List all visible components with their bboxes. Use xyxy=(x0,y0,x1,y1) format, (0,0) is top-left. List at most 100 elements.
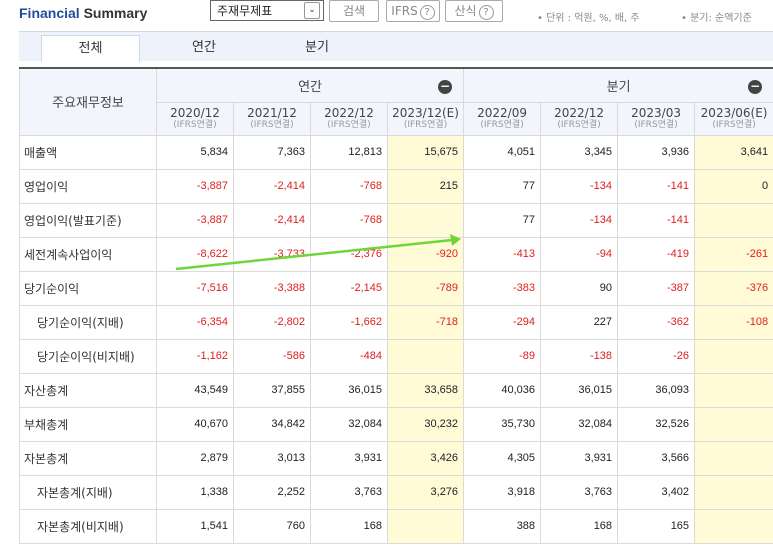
value-cell: 32,084 xyxy=(310,406,388,442)
table-row: 당기순이익(비지배) -1,162 -586 -484 -89 -138 -26 xyxy=(19,338,773,374)
period-header: 2023/06(E) (IFRS연결) xyxy=(694,101,773,136)
value-cell: -1,662 xyxy=(310,304,388,340)
value-cell xyxy=(694,202,773,238)
value-cell xyxy=(694,508,773,544)
table-row: 자산총계 43,549 37,855 36,015 33,658 40,036 36,015… xyxy=(19,372,773,408)
value-cell: 388 xyxy=(463,508,542,544)
period-label: 2022/12 xyxy=(554,106,604,120)
value-cell: -484 xyxy=(310,338,388,374)
value-cell: 3,013 xyxy=(233,440,311,476)
row-label[interactable]: 당기순이익 xyxy=(19,270,157,306)
row-label[interactable]: 자산총계 xyxy=(19,372,157,408)
value-cell: -362 xyxy=(617,304,696,340)
row-label[interactable]: 자본총계 xyxy=(19,440,157,476)
value-cell: -138 xyxy=(540,338,619,374)
period-tabs: 전체 연간 분기 xyxy=(19,31,773,62)
ifrs-button[interactable]: IFRS? xyxy=(386,0,440,22)
value-cell: -383 xyxy=(463,270,542,306)
value-cell: 1,338 xyxy=(156,474,234,510)
basis-label: (IFRS연결) xyxy=(173,120,217,130)
table-row: 영업이익(발표기준) -3,887 -2,414 -768 77 -134 -141 xyxy=(19,202,773,238)
value-cell: -2,376 xyxy=(310,236,388,272)
annual-group-header: 연간 − xyxy=(155,67,465,103)
quarter-group-label: 분기 xyxy=(606,79,631,95)
tab-annual[interactable]: 연간 xyxy=(192,40,216,55)
value-cell xyxy=(694,474,773,510)
search-button[interactable]: 검색 xyxy=(329,0,379,22)
value-cell: -108 xyxy=(694,304,773,340)
row-label[interactable]: 당기순이익(지배) xyxy=(19,304,157,340)
value-cell: 3,763 xyxy=(310,474,388,510)
row-label[interactable]: 부채총계 xyxy=(19,406,157,442)
value-cell: -920 xyxy=(386,236,465,272)
value-cell: 3,426 xyxy=(386,440,465,476)
title-summary: Summary xyxy=(79,5,148,21)
value-cell: 90 xyxy=(540,270,619,306)
value-cell: 77 xyxy=(463,202,542,238)
ifrs-label: IFRS xyxy=(391,4,418,18)
value-cell: -3,733 xyxy=(233,236,311,272)
unit-note: • 단위 : 억원, %, 배, 주 xyxy=(537,13,640,24)
value-cell: -2,414 xyxy=(233,168,311,204)
value-cell xyxy=(386,508,465,544)
value-cell: 168 xyxy=(310,508,388,544)
value-cell: -141 xyxy=(617,168,696,204)
formula-button[interactable]: 산식? xyxy=(445,0,503,22)
value-cell: 2,252 xyxy=(233,474,311,510)
value-cell: 1,541 xyxy=(156,508,234,544)
value-cell: -789 xyxy=(386,270,465,306)
value-cell: 34,842 xyxy=(233,406,311,442)
collapse-quarter-icon[interactable]: − xyxy=(748,79,763,94)
table-row: 자본총계(비지배) 1,541 760 168 388 168 165 xyxy=(19,508,773,544)
table-row: 자본총계(지배) 1,338 2,252 3,763 3,276 3,918 3,763 3,… xyxy=(19,474,773,510)
row-label[interactable]: 당기순이익(비지배) xyxy=(19,338,157,374)
row-label[interactable]: 영업이익 xyxy=(19,168,157,204)
value-cell: 40,670 xyxy=(156,406,234,442)
value-cell: 7,363 xyxy=(233,134,311,170)
row-label[interactable]: 매출액 xyxy=(19,134,157,170)
value-cell: -718 xyxy=(386,304,465,340)
value-cell: 3,345 xyxy=(540,134,619,170)
value-cell: -419 xyxy=(617,236,696,272)
row-label[interactable]: 자본총계(비지배) xyxy=(19,508,157,544)
row-label[interactable]: 자본총계(지배) xyxy=(19,474,157,510)
row-label[interactable]: 영업이익(발표기준) xyxy=(19,202,157,238)
value-cell: 36,015 xyxy=(540,372,619,408)
value-cell: 36,093 xyxy=(617,372,696,408)
value-cell: 4,051 xyxy=(463,134,542,170)
help-icon: ? xyxy=(478,5,494,20)
value-cell: 40,036 xyxy=(463,372,542,408)
annual-group-label: 연간 xyxy=(298,79,322,95)
table-row: 자본총계 2,879 3,013 3,931 3,426 4,305 3,931 3,566 xyxy=(19,440,773,476)
value-cell: 15,675 xyxy=(386,134,465,170)
tab-quarter[interactable]: 분기 xyxy=(305,40,329,55)
period-header: 2022/12 (IFRS연결) xyxy=(540,101,619,136)
value-cell: -3,887 xyxy=(156,168,234,204)
value-cell: -7,516 xyxy=(156,270,234,306)
basis-label: (IFRS연결) xyxy=(480,120,524,130)
period-header: 2021/12 (IFRS연결) xyxy=(233,101,311,136)
value-cell: 32,526 xyxy=(617,406,696,442)
value-cell: 168 xyxy=(540,508,619,544)
value-cell: -134 xyxy=(540,168,619,204)
table-row: 당기순이익(지배) -6,354 -2,802 -1,662 -718 -294 227 -3… xyxy=(19,304,773,340)
tab-all[interactable]: 전체 xyxy=(41,35,140,62)
value-cell: 760 xyxy=(233,508,311,544)
basis-label: (IFRS연결) xyxy=(250,120,294,130)
value-cell: -413 xyxy=(463,236,542,272)
value-cell: 37,855 xyxy=(233,372,311,408)
statement-select[interactable]: 주재무제표 ⌄ xyxy=(210,0,324,21)
value-cell xyxy=(694,338,773,374)
value-cell: -586 xyxy=(233,338,311,374)
value-cell xyxy=(386,202,465,238)
period-label: 2022/09 xyxy=(477,106,527,120)
value-cell xyxy=(386,338,465,374)
value-cell: 165 xyxy=(617,508,696,544)
basis-label: (IFRS연결) xyxy=(327,120,371,130)
period-header: 2022/09 (IFRS연결) xyxy=(463,101,542,136)
row-label[interactable]: 세전계속사업이익 xyxy=(19,236,157,272)
collapse-annual-icon[interactable]: − xyxy=(438,79,453,94)
value-cell: 3,276 xyxy=(386,474,465,510)
value-cell xyxy=(694,406,773,442)
value-cell: 3,566 xyxy=(617,440,696,476)
